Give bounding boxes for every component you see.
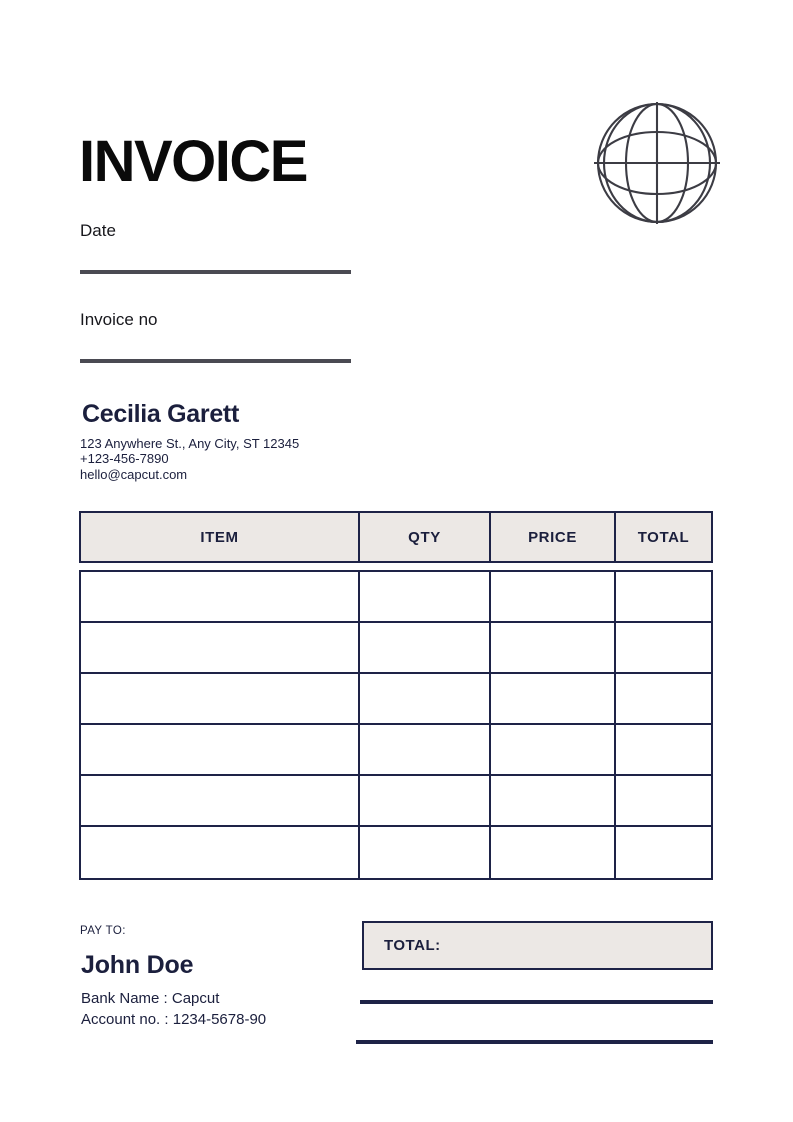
account-number-line: Account no. : 1234-5678-90 — [81, 1010, 267, 1028]
cell-qty[interactable] — [360, 674, 491, 723]
signature-rule-1[interactable] — [360, 1000, 713, 1004]
payee-name: John Doe — [81, 951, 194, 979]
cell-total[interactable] — [616, 623, 711, 672]
globe-icon — [594, 100, 720, 226]
column-header-qty: QTY — [360, 513, 491, 561]
column-header-total: TOTAL — [637, 528, 690, 546]
cell-item[interactable] — [81, 725, 360, 774]
cell-item[interactable] — [81, 623, 360, 672]
column-header-item: ITEM — [81, 513, 360, 561]
date-field-rule[interactable] — [80, 270, 351, 274]
cell-price[interactable] — [491, 674, 616, 723]
cell-total[interactable] — [616, 674, 711, 723]
table-row — [81, 572, 711, 623]
biller-contact-block: 123 Anywhere St., Any City, ST 12345 +12… — [80, 436, 299, 482]
cell-item[interactable] — [81, 674, 360, 723]
cell-qty[interactable] — [360, 776, 491, 825]
cell-qty[interactable] — [360, 725, 491, 774]
cell-price[interactable] — [491, 827, 616, 878]
column-header-price: PRICE — [491, 513, 616, 561]
line-items-table-header: ITEM QTY PRICE TOTAL — [79, 511, 713, 563]
bank-details-block: Bank Name : Capcut Account no. : 1234-56… — [81, 989, 266, 1030]
cell-total[interactable] — [616, 827, 711, 878]
line-items-table-body — [79, 570, 713, 880]
cell-item[interactable] — [81, 776, 360, 825]
cell-price[interactable] — [491, 776, 616, 825]
cell-total[interactable] — [616, 572, 711, 621]
cell-price[interactable] — [491, 572, 616, 621]
biller-phone: +123-456-7890 — [80, 451, 169, 467]
invoice-no-field-label: Invoice no — [80, 310, 158, 329]
cell-item[interactable] — [81, 572, 360, 621]
total-box[interactable]: TOTAL: — [362, 921, 713, 970]
cell-price[interactable] — [491, 725, 616, 774]
cell-total[interactable] — [616, 776, 711, 825]
biller-email: hello@capcut.com — [80, 466, 188, 482]
table-row — [81, 725, 711, 776]
cell-qty[interactable] — [360, 827, 491, 878]
cell-total[interactable] — [616, 725, 711, 774]
biller-name: Cecilia Garett — [82, 400, 239, 428]
cell-qty[interactable] — [360, 572, 491, 621]
cell-qty[interactable] — [360, 623, 491, 672]
table-row — [81, 827, 711, 878]
total-label: TOTAL: — [384, 937, 441, 954]
cell-item[interactable] — [81, 827, 360, 878]
bank-name-line: Bank Name : Capcut — [81, 990, 220, 1007]
biller-address: 123 Anywhere St., Any City, ST 12345 — [80, 436, 300, 451]
date-field-label: Date — [80, 221, 116, 240]
pay-to-label: PAY TO: — [80, 925, 126, 937]
invoice-no-field-rule[interactable] — [80, 359, 351, 363]
table-row — [81, 776, 711, 827]
cell-price[interactable] — [491, 623, 616, 672]
table-row — [81, 623, 711, 674]
table-row — [81, 674, 711, 725]
page-title: INVOICE — [79, 129, 309, 194]
signature-rule-2[interactable] — [356, 1040, 713, 1044]
